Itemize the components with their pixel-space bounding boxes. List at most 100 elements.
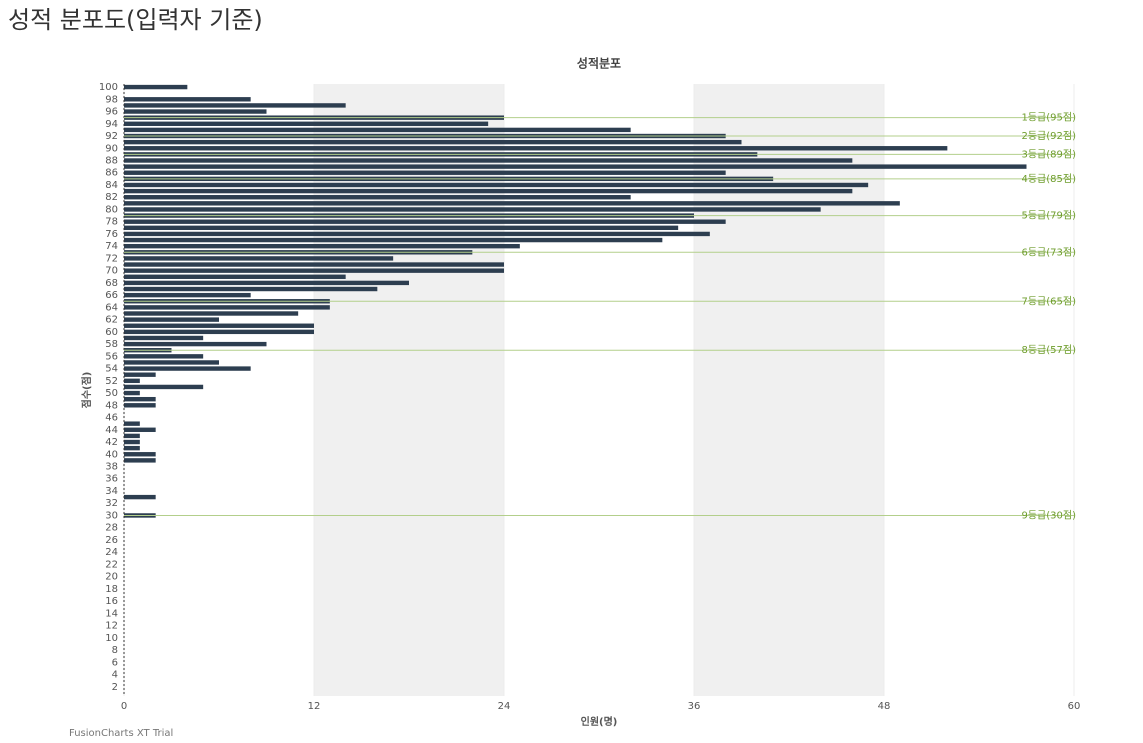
- bar: [124, 292, 251, 298]
- bar: [124, 452, 156, 457]
- bar: [124, 170, 726, 175]
- bar: [124, 139, 742, 145]
- bar: [124, 341, 267, 347]
- x-tick-label: 36: [688, 701, 701, 712]
- y-tick-label: 46: [105, 413, 118, 424]
- y-tick-label: 50: [105, 388, 118, 399]
- y-tick-label: 72: [105, 253, 118, 264]
- bar: [124, 366, 251, 371]
- bar: [124, 360, 219, 365]
- bar: [124, 311, 299, 316]
- bar: [124, 323, 314, 328]
- bar: [124, 396, 156, 402]
- y-tick-label: 20: [105, 572, 118, 583]
- y-tick-label: 92: [105, 131, 118, 142]
- bar: [124, 458, 156, 463]
- trendline-label: 2등급(92점): [1022, 130, 1077, 142]
- trendline-label: 6등급(73점): [1022, 246, 1077, 258]
- bar: [124, 195, 631, 200]
- bar: [124, 262, 504, 267]
- footer: FusionCharts XT Trial: [69, 728, 173, 739]
- y-tick-label: 68: [105, 278, 118, 289]
- bar: [124, 494, 156, 500]
- bar: [124, 219, 726, 224]
- bar: [124, 256, 394, 261]
- y-tick-label: 76: [105, 229, 118, 240]
- y-tick-label: 14: [105, 608, 118, 619]
- y-tick-label: 94: [105, 119, 118, 130]
- y-tick-label: 52: [105, 376, 118, 387]
- bar: [124, 103, 346, 108]
- y-tick-label: 54: [105, 364, 118, 375]
- y-tick-label: 2: [112, 682, 118, 693]
- bar: [124, 439, 140, 445]
- bar: [124, 146, 948, 151]
- y-tick-label: 60: [105, 327, 118, 338]
- y-tick-label: 18: [105, 584, 118, 595]
- y-tick-label: 74: [105, 241, 118, 252]
- trendline-label: 1등급(95점): [1022, 112, 1077, 124]
- bar: [124, 317, 219, 322]
- bar: [124, 433, 140, 439]
- bar: [124, 427, 156, 432]
- y-tick-label: 12: [105, 621, 118, 632]
- bar: [124, 188, 853, 194]
- x-tick-label: 0: [121, 701, 127, 712]
- trendline-label: 7등급(65점): [1022, 295, 1077, 307]
- x-axis-label: 인원(명): [581, 715, 618, 728]
- bar: [124, 378, 140, 384]
- y-tick-label: 38: [105, 462, 118, 473]
- bar: [124, 329, 314, 335]
- trendline-label: 3등급(89점): [1022, 148, 1077, 160]
- x-tick-label: 12: [308, 701, 321, 712]
- bar: [124, 164, 1027, 169]
- alternate-band: [694, 84, 884, 696]
- bar: [124, 372, 156, 377]
- bar: [124, 207, 821, 212]
- y-tick-label: 96: [105, 107, 118, 118]
- y-tick-label: 32: [105, 498, 118, 509]
- y-tick-label: 30: [105, 510, 118, 521]
- x-tick-label: 60: [1068, 701, 1081, 712]
- bar: [124, 268, 504, 273]
- bar: [124, 225, 679, 231]
- bar: [124, 109, 267, 114]
- bar: [124, 121, 489, 126]
- y-tick-label: 70: [105, 266, 118, 277]
- y-tick-label: 48: [105, 400, 118, 411]
- bar: [124, 243, 520, 249]
- y-tick-label: 10: [105, 633, 118, 644]
- y-tick-label: 80: [105, 204, 118, 215]
- y-tick-label: 90: [105, 143, 118, 154]
- bar: [124, 421, 140, 426]
- bar: [124, 403, 156, 408]
- y-tick-label: 44: [105, 425, 118, 436]
- trendline-label: 5등급(79점): [1022, 210, 1077, 222]
- bar: [124, 280, 409, 286]
- trendline-label: 9등급(30점): [1022, 509, 1077, 521]
- alternate-band: [314, 84, 504, 696]
- bar: [124, 274, 346, 279]
- y-tick-label: 4: [112, 670, 118, 681]
- bar: [124, 97, 251, 102]
- y-tick-label: 58: [105, 339, 118, 350]
- bar: [124, 158, 853, 163]
- bar: [124, 305, 330, 310]
- y-tick-label: 62: [105, 315, 118, 326]
- bar: [124, 231, 710, 237]
- y-tick-label: 34: [105, 486, 118, 497]
- bar: [124, 384, 204, 390]
- bar: [124, 127, 631, 133]
- bar: [124, 84, 188, 90]
- y-tick-label: 26: [105, 535, 118, 546]
- y-axis-label: 점수(점): [81, 372, 93, 409]
- y-tick-label: 28: [105, 523, 118, 534]
- y-tick-label: 16: [105, 596, 118, 607]
- x-tick-label: 48: [878, 701, 891, 712]
- y-tick-label: 24: [105, 547, 118, 558]
- y-tick-label: 42: [105, 437, 118, 448]
- trendline-label: 8등급(57점): [1022, 344, 1077, 356]
- y-tick-label: 8: [112, 645, 118, 656]
- x-tick-label: 24: [498, 701, 511, 712]
